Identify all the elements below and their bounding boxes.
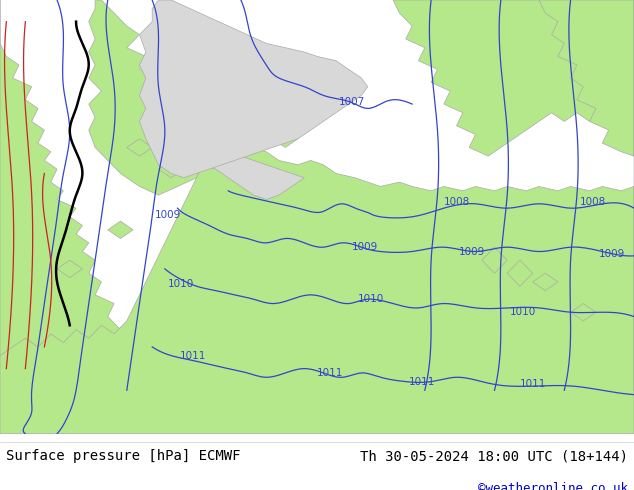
Polygon shape: [393, 0, 634, 156]
Text: 1011: 1011: [316, 368, 343, 378]
Polygon shape: [158, 160, 184, 178]
Text: Th 30-05-2024 18:00 UTC (18+144): Th 30-05-2024 18:00 UTC (18+144): [359, 449, 628, 464]
Text: 1010: 1010: [510, 307, 536, 317]
Polygon shape: [0, 147, 634, 434]
Polygon shape: [533, 273, 558, 291]
Text: Surface pressure [hPa] ECMWF: Surface pressure [hPa] ECMWF: [6, 449, 241, 464]
Polygon shape: [507, 260, 533, 286]
Polygon shape: [139, 0, 368, 178]
Polygon shape: [158, 0, 235, 122]
Text: 1009: 1009: [155, 210, 181, 220]
Text: 1007: 1007: [339, 97, 365, 107]
Text: 1009: 1009: [598, 249, 625, 259]
Text: 1009: 1009: [351, 242, 378, 252]
Polygon shape: [273, 130, 298, 147]
Polygon shape: [539, 0, 634, 156]
Text: 1011: 1011: [180, 350, 207, 361]
Polygon shape: [57, 260, 82, 277]
Polygon shape: [571, 304, 596, 321]
Text: 1008: 1008: [443, 196, 470, 207]
Text: 1010: 1010: [167, 279, 194, 289]
Text: 1010: 1010: [358, 294, 384, 304]
Text: ©weatheronline.co.uk: ©weatheronline.co.uk: [477, 482, 628, 490]
Polygon shape: [266, 104, 292, 122]
Polygon shape: [203, 152, 304, 199]
Polygon shape: [127, 139, 152, 156]
Polygon shape: [0, 0, 127, 434]
Polygon shape: [89, 0, 203, 195]
Polygon shape: [108, 221, 133, 239]
Text: 1009: 1009: [459, 246, 486, 257]
Text: 1011: 1011: [519, 379, 546, 389]
Text: 1008: 1008: [579, 196, 606, 207]
Text: 1011: 1011: [408, 377, 435, 387]
Polygon shape: [482, 247, 507, 273]
Polygon shape: [292, 113, 317, 130]
